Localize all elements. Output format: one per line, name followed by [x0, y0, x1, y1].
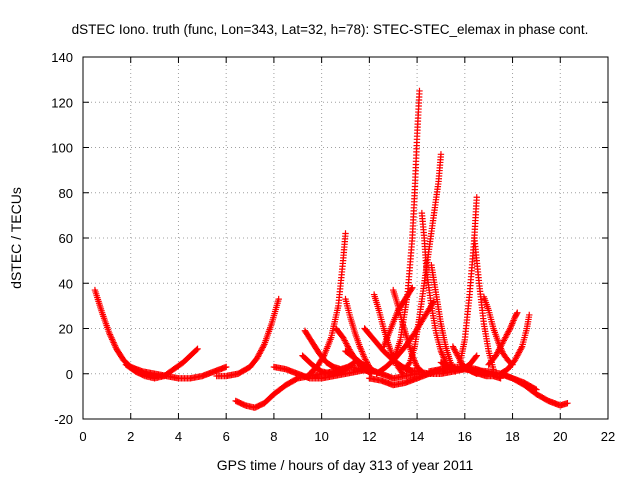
- data-point: [564, 399, 571, 407]
- y-tick-label: 20: [59, 322, 73, 337]
- x-tick-label: 0: [79, 429, 86, 444]
- series-arc3: [127, 363, 230, 382]
- x-tick-label: 16: [458, 429, 472, 444]
- data-point: [193, 346, 200, 354]
- data-point: [222, 363, 230, 371]
- series-arc4: [213, 295, 282, 380]
- data-point: [473, 194, 480, 201]
- y-tick-label: 0: [66, 367, 73, 382]
- data-point: [514, 309, 521, 316]
- x-tick-label: 20: [553, 429, 567, 444]
- data-point: [437, 151, 445, 158]
- series-arc33: [497, 370, 571, 409]
- x-tick-label: 12: [362, 429, 376, 444]
- y-tick-label: -20: [54, 412, 73, 427]
- data-layer: [91, 87, 571, 411]
- y-tick-label: 120: [51, 95, 73, 110]
- data-point: [399, 370, 406, 377]
- series-arc30: [485, 309, 521, 368]
- data-point: [526, 311, 533, 319]
- y-tick-label: 140: [51, 50, 73, 65]
- x-tick-label: 4: [175, 429, 182, 444]
- series-arc20: [401, 151, 445, 373]
- data-point: [260, 342, 267, 350]
- data-point: [472, 353, 480, 360]
- x-tick-label: 6: [223, 429, 230, 444]
- x-tick-label: 10: [314, 429, 328, 444]
- series-arc16: [380, 284, 416, 350]
- x-tick-label: 22: [601, 429, 615, 444]
- data-point: [416, 87, 423, 95]
- series-arc34: [401, 366, 492, 377]
- y-tick-label: 100: [51, 141, 73, 156]
- data-point: [518, 344, 525, 352]
- y-axis-label: dSTEC / TECUs: [8, 187, 24, 289]
- data-point: [275, 295, 282, 303]
- series-arc19: [390, 87, 423, 366]
- y-tick-label: 40: [59, 276, 73, 291]
- data-point: [473, 352, 480, 359]
- x-tick-label: 2: [127, 429, 134, 444]
- x-tick-label: 8: [270, 429, 277, 444]
- axis-layer: 0 2 4 6 8 10 12 14 16 18 20 22 -20 0 20 40 60 80 100 120 140: [51, 50, 615, 444]
- series-arc8: [306, 230, 349, 377]
- grid-layer: [83, 57, 608, 419]
- y-tick-label: 60: [59, 231, 73, 246]
- x-tick-label: 18: [505, 429, 519, 444]
- data-point: [506, 326, 513, 334]
- data-point: [342, 230, 349, 237]
- chart-title: dSTEC Iono. truth (func, Lon=343, Lat=32…: [72, 22, 589, 37]
- x-axis-label: GPS time / hours of day 313 of year 2011: [217, 457, 474, 473]
- data-point: [398, 369, 406, 376]
- x-tick-label: 14: [410, 429, 424, 444]
- series-arc25: [456, 194, 480, 366]
- y-tick-label: 80: [59, 186, 73, 201]
- data-point: [405, 360, 413, 367]
- data-point: [194, 345, 201, 353]
- data-point: [485, 370, 492, 377]
- data-point: [409, 284, 416, 291]
